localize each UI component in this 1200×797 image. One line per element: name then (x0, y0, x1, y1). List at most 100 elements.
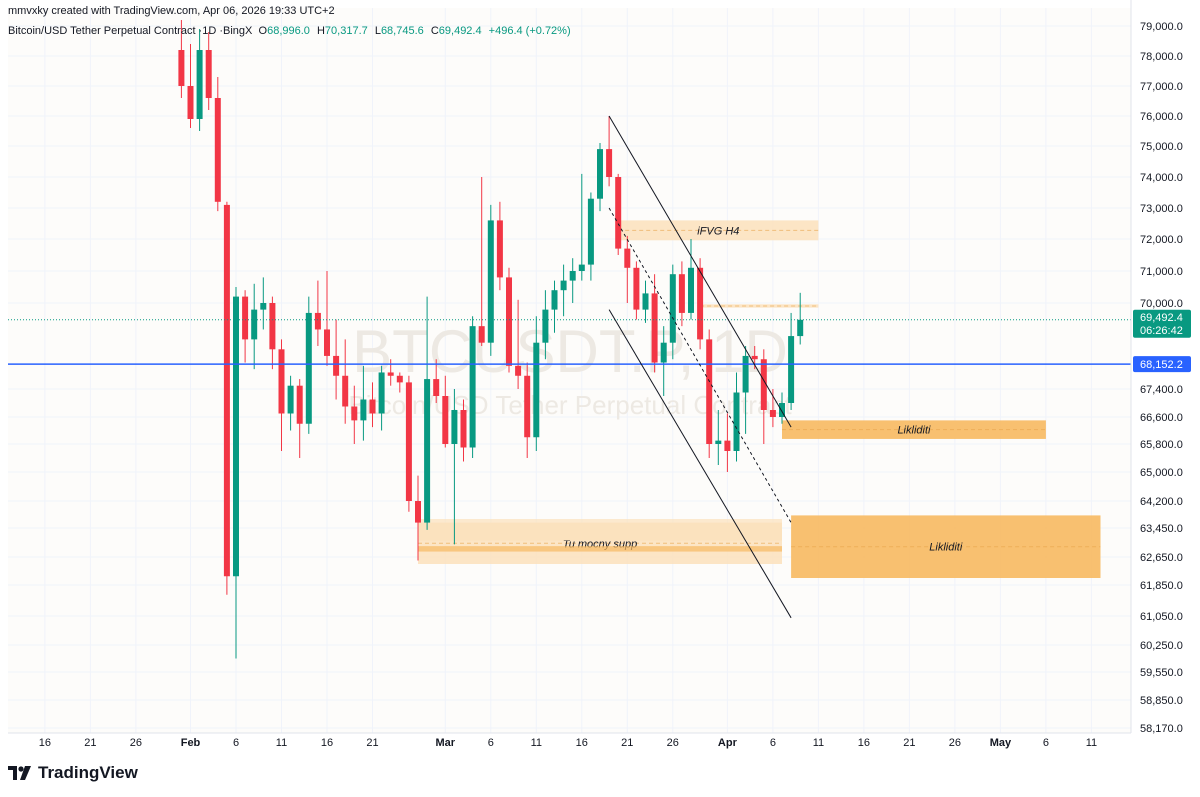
candle (697, 258, 704, 350)
candle-body (633, 267, 640, 310)
watermark-name: Bitcoin/USD Tether Perpetual Contract (348, 390, 792, 420)
candle-body (669, 274, 676, 343)
candle-series (178, 20, 804, 659)
zone-box (418, 546, 782, 552)
candle (569, 258, 576, 303)
price-tick-label: 65,000.0 (1140, 467, 1183, 479)
candle-body (424, 379, 431, 523)
candle (305, 296, 312, 434)
candle (524, 362, 531, 458)
candle (742, 346, 749, 434)
trendlines (8, 115, 1131, 619)
candle-body (487, 220, 494, 343)
candle-body (415, 501, 421, 523)
candle-body (542, 309, 549, 343)
candle (269, 296, 276, 370)
candle (651, 274, 658, 373)
candle-body (451, 410, 458, 444)
candle-body (251, 309, 258, 340)
candle (642, 280, 649, 323)
price-tick-label: 59,550.0 (1140, 667, 1183, 679)
candle (223, 201, 230, 595)
candle-body (642, 293, 649, 310)
price-tick-label: 70,000.0 (1140, 298, 1183, 310)
candle (706, 329, 713, 458)
time-axis: 16 21 26 Feb 6 11 16 21 Mar 6 11 16 21 26 Apr 6 11 16 21 26… (0, 0, 1132, 755)
candle-body (678, 274, 685, 313)
tradingview-logo[interactable]: TradingView (8, 763, 138, 783)
candle (578, 173, 585, 281)
candle (369, 382, 376, 428)
candle-body (387, 372, 394, 376)
hline-badge (1133, 356, 1191, 373)
candle-body (214, 98, 221, 202)
open-label: O (258, 25, 268, 37)
candle-body (196, 50, 203, 119)
candle (478, 177, 485, 346)
time-axis-bg (0, 733, 1131, 755)
time-tick-label: Mar (436, 737, 456, 749)
candle (378, 365, 385, 431)
last-price-label: 69,492.4 (1140, 312, 1183, 324)
candle (278, 339, 285, 451)
candle-body (724, 440, 731, 451)
candle (779, 392, 785, 424)
candle (678, 261, 685, 327)
candle-body (651, 293, 658, 363)
candle-body (760, 359, 767, 410)
interval[interactable]: 1D (202, 25, 217, 37)
candle (606, 116, 613, 187)
candle-body (242, 296, 249, 340)
candle-body (269, 303, 276, 350)
trendline (608, 207, 792, 523)
candle (424, 296, 431, 530)
candle (715, 410, 722, 465)
price-tick-label: 66,600.0 (1140, 412, 1183, 424)
candle (296, 379, 303, 458)
candle (324, 271, 330, 366)
candle (251, 283, 258, 370)
candle-body (688, 267, 694, 313)
candle (560, 264, 567, 317)
candle (788, 312, 795, 410)
candle-body (779, 403, 785, 417)
candle-body (597, 149, 603, 199)
time-tick-label: 11 (531, 737, 542, 749)
candle-body (360, 399, 367, 421)
candle (760, 349, 767, 444)
candle (496, 201, 503, 291)
price-tick-label: 61,850.0 (1140, 580, 1183, 592)
low-value: 68,745.6 (380, 25, 424, 37)
price-tick-label: 72,000.0 (1140, 234, 1183, 246)
candle-body (769, 410, 776, 417)
time-tick-label: 6 (770, 737, 776, 749)
candle (433, 359, 440, 403)
candle (733, 372, 740, 462)
candle (515, 299, 522, 389)
symbol-name[interactable]: Bitcoin/USD Tether Perpetual Contract (8, 25, 196, 37)
price-axis-bg (1131, 0, 1200, 797)
candle (196, 29, 203, 131)
candle (688, 239, 694, 320)
zone-label: iFVG H4 (697, 225, 739, 237)
candle-body (178, 50, 185, 86)
price-tick-label: 58,170.0 (1140, 723, 1183, 735)
zone-label: Likliditi (929, 542, 963, 554)
price-tick-label: 58,850.0 (1140, 695, 1183, 707)
trendline (608, 309, 792, 619)
price-tick-label: 73,000.0 (1140, 203, 1183, 215)
candle (551, 280, 558, 333)
price-tick-label: 63,450.0 (1140, 523, 1183, 535)
candle-body (624, 248, 631, 268)
candle (660, 326, 667, 396)
candle (178, 20, 185, 98)
candle-body (351, 406, 358, 421)
candle (351, 385, 358, 444)
candle (342, 339, 349, 424)
countdown-label: 06:26:42 (1140, 325, 1183, 337)
change-value: +496.4 (+0.72%) (488, 25, 571, 37)
candle-body (278, 349, 285, 414)
plot-background (8, 8, 1131, 733)
time-tick-label: 6 (1043, 737, 1049, 749)
